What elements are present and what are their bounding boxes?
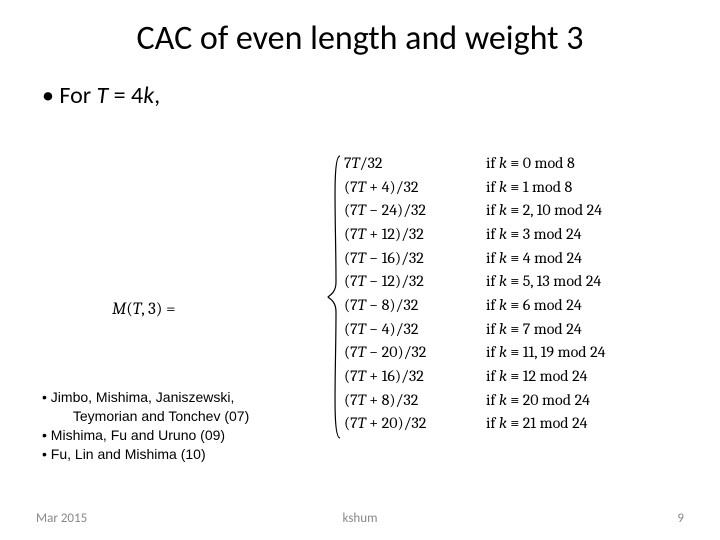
case-lhs: (7T − 4)/32 xyxy=(344,318,486,342)
case-rhs: if k ≡ 21 mod 24 xyxy=(486,412,588,436)
case-lhs: (7T + 12)/32 xyxy=(344,223,486,247)
m-function-label: M(T, 3) = xyxy=(112,300,176,319)
bullet-eq: = 4 xyxy=(108,81,143,110)
case-rhs: if k ≡ 2, 10 mod 24 xyxy=(486,199,602,223)
case-lhs: (7T + 4)/32 xyxy=(344,176,486,200)
case-row: (7T + 4)/32if k ≡ 1 mod 8 xyxy=(344,176,606,200)
footer-center: kshum xyxy=(343,511,378,526)
ref-line: • Fu, Lin and Mishima (10) xyxy=(42,445,249,464)
case-lhs: (7T − 20)/32 xyxy=(344,341,486,365)
case-lhs: (7T − 16)/32 xyxy=(344,247,486,271)
bullet-prefix: • For xyxy=(42,81,97,110)
case-row: (7T + 8)/32if k ≡ 20 mod 24 xyxy=(344,389,606,413)
references: • Jimbo, Mishima, Janiszewski, Teymorian… xyxy=(42,388,249,464)
case-lhs: (7T − 8)/32 xyxy=(344,294,486,318)
case-row: (7T − 20)/32if k ≡ 11, 19 mod 24 xyxy=(344,341,606,365)
case-lhs: (7T − 24)/32 xyxy=(344,199,486,223)
case-lhs: (7T + 16)/32 xyxy=(344,365,486,389)
case-rhs: if k ≡ 7 mod 24 xyxy=(486,318,582,342)
bullet-var-t: T xyxy=(97,81,109,110)
bullet-suffix: , xyxy=(154,81,160,110)
footer-page: 9 xyxy=(677,511,684,526)
bullet-var-k: k xyxy=(143,81,154,110)
case-rhs: if k ≡ 6 mod 24 xyxy=(486,294,582,318)
case-rhs: if k ≡ 11, 19 mod 24 xyxy=(486,341,606,365)
cases-block: 7T/32if k ≡ 0 mod 8(7T + 4)/32if k ≡ 1 m… xyxy=(344,152,606,436)
ref-line: • Mishima, Fu and Uruno (09) xyxy=(42,426,249,445)
footer-date: Mar 2015 xyxy=(36,511,87,526)
case-rhs: if k ≡ 0 mod 8 xyxy=(486,152,575,176)
case-rhs: if k ≡ 4 mod 24 xyxy=(486,247,582,271)
case-row: (7T − 24)/32if k ≡ 2, 10 mod 24 xyxy=(344,199,606,223)
ref-line: • Jimbo, Mishima, Janiszewski, xyxy=(42,388,249,407)
m-M: M xyxy=(112,300,126,319)
case-lhs: 7T/32 xyxy=(344,152,486,176)
case-row: (7T + 20)/32if k ≡ 21 mod 24 xyxy=(344,412,606,436)
m-T: T xyxy=(133,300,142,319)
case-row: 7T/32if k ≡ 0 mod 8 xyxy=(344,152,606,176)
brace-icon xyxy=(326,152,344,442)
case-rhs: if k ≡ 3 mod 24 xyxy=(486,223,582,247)
case-rhs: if k ≡ 20 mod 24 xyxy=(486,389,590,413)
case-row: (7T − 8)/32if k ≡ 6 mod 24 xyxy=(344,294,606,318)
main-bullet: • For T = 4k, xyxy=(0,59,720,110)
case-row: (7T + 12)/32if k ≡ 3 mod 24 xyxy=(344,223,606,247)
case-rhs: if k ≡ 1 mod 8 xyxy=(486,176,572,200)
m-rest: , 3) = xyxy=(141,300,175,319)
case-row: (7T − 16)/32if k ≡ 4 mod 24 xyxy=(344,247,606,271)
ref-line: Teymorian and Tonchev (07) xyxy=(42,407,249,426)
slide-title: CAC of even length and weight 3 xyxy=(0,0,720,59)
case-lhs: (7T + 8)/32 xyxy=(344,389,486,413)
case-row: (7T − 4)/32if k ≡ 7 mod 24 xyxy=(344,318,606,342)
case-lhs: (7T + 20)/32 xyxy=(344,412,486,436)
case-rhs: if k ≡ 12 mod 24 xyxy=(486,365,588,389)
case-lhs: (7T − 12)/32 xyxy=(344,270,486,294)
case-rhs: if k ≡ 5, 13 mod 24 xyxy=(486,270,601,294)
case-row: (7T − 12)/32if k ≡ 5, 13 mod 24 xyxy=(344,270,606,294)
case-row: (7T + 16)/32if k ≡ 12 mod 24 xyxy=(344,365,606,389)
